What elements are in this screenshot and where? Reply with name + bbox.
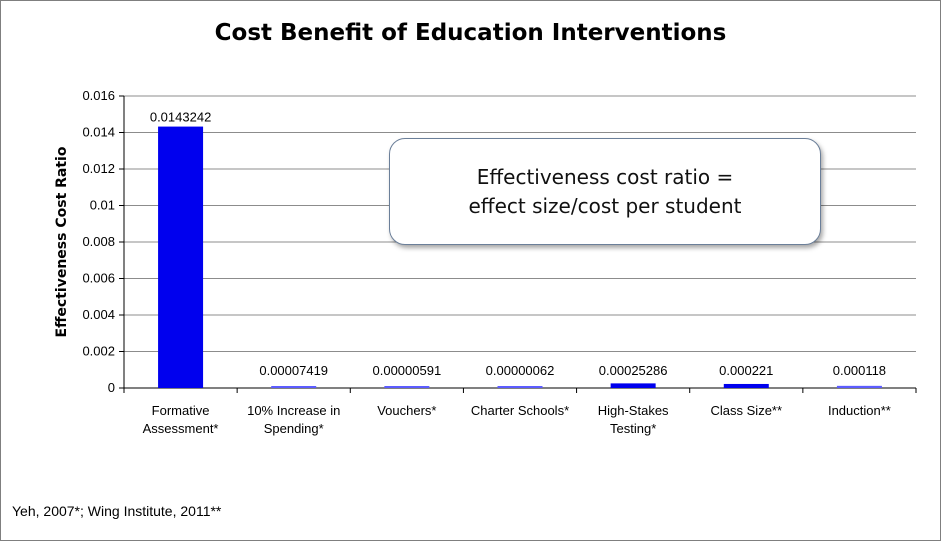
data-label: 0.00007419 [259,363,328,378]
data-label: 0.00025286 [599,363,668,378]
bar [271,386,317,388]
y-tick-label: 0.006 [82,271,115,286]
x-category-label: Spending* [264,421,324,436]
x-category-label: Formative [152,403,210,418]
y-tick-label: 0.012 [82,161,115,176]
y-tick-label: 0.004 [82,307,115,322]
bar [384,386,430,388]
x-category-label: Induction** [828,403,891,418]
x-category-label: Charter Schools* [471,403,569,418]
chart-title: Cost Benefit of Education Interventions [214,20,727,46]
y-tick-label: 0 [108,380,115,395]
data-label: 0.00000591 [373,363,442,378]
bar [610,383,656,388]
x-category-label: Assessment* [143,421,219,436]
data-label: 0.000221 [719,363,773,378]
x-category-label: 10% Increase in [247,403,340,418]
formula-callout: Effectiveness cost ratio = effect size/c… [389,138,821,245]
x-category-label: Vouchers* [377,403,436,418]
x-category-label: Testing* [610,421,656,436]
y-tick-label: 0.014 [82,125,115,140]
y-axis-title: Effectiveness Cost Ratio [54,146,70,337]
y-tick-label: 0.01 [90,198,115,213]
source-footnote: Yeh, 2007*; Wing Institute, 2011** [12,503,222,519]
data-label: 0.0143242 [150,110,211,125]
bar [836,385,882,388]
callout-line-1: Effectiveness cost ratio = [476,164,734,189]
bar [723,383,769,388]
data-label: 0.00000062 [486,363,555,378]
bar [158,126,204,389]
bar [497,386,543,388]
y-tick-label: 0.016 [82,88,115,103]
callout-line-2: effect size/cost per student [468,193,742,218]
x-category-label: High-Stakes [598,403,669,418]
data-label: 0.000118 [833,363,886,378]
x-category-label: Class Size** [711,403,783,418]
y-tick-label: 0.002 [82,344,115,359]
y-tick-label: 0.008 [82,234,115,249]
